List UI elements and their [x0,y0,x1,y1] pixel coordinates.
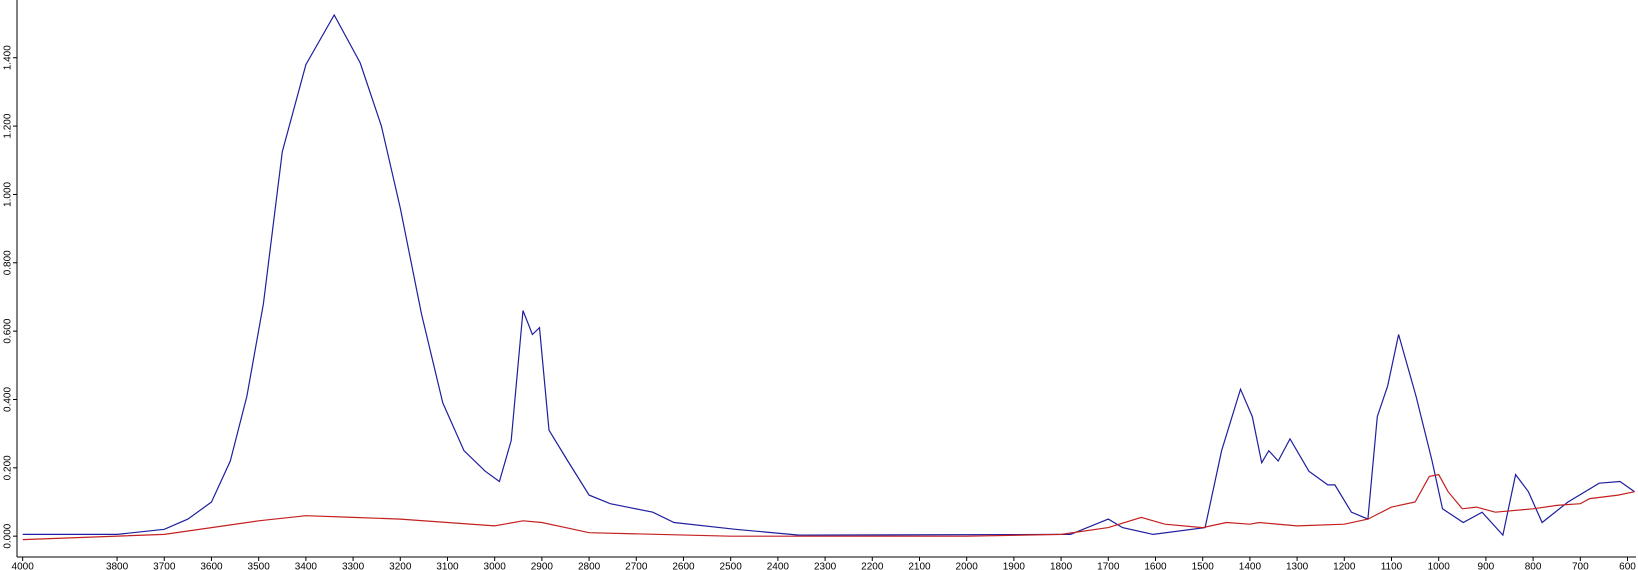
x-tick-label: 2800 [578,562,601,570]
y-tick-label: 1.400 [3,45,14,70]
x-tick-label: 1900 [1003,562,1026,570]
x-tick-label: 1000 [1428,562,1451,570]
x-tick-label: 3100 [436,562,459,570]
x-tick-label: 600 [1619,562,1636,570]
x-tick-label: 700 [1572,562,1589,570]
x-tick-label: 3700 [153,562,176,570]
x-tick-label: 3600 [200,562,223,570]
x-tick-label: 800 [1525,562,1542,570]
spectrum-line [22,13,1635,537]
x-tick-label: 3500 [248,562,271,570]
y-tick-label: 0.600 [3,318,14,343]
x-tick-label: 3200 [389,562,412,570]
y-tick-label: 0.400 [3,387,14,412]
y-tick-label: 0.000 [3,523,14,548]
x-tick-label: 1600 [1144,562,1167,570]
x-tick-label: 4000 [12,562,35,570]
x-tick-label: 3300 [342,562,365,570]
x-tick-label: 1800 [1050,562,1073,570]
x-tick-label: 2300 [814,562,837,570]
x-tick-label: 1500 [1192,562,1215,570]
x-tick-label: 1400 [1239,562,1262,570]
x-tick-label: 1700 [1097,562,1120,570]
y-tick-label: 1.200 [3,113,14,138]
x-tick-label: 2700 [625,562,648,570]
x-tick-label: 1300 [1286,562,1309,570]
spectrum-line [22,473,1635,541]
x-tick-label: 3400 [295,562,318,570]
y-tick-label: 0.200 [3,455,14,480]
x-tick-label: 900 [1478,562,1495,570]
x-tick-label: 2100 [908,562,931,570]
x-tick-label: 2200 [861,562,884,570]
y-tick-label: 0.800 [3,250,14,275]
x-tick-label: 1200 [1333,562,1356,570]
x-tick-label: 2000 [956,562,979,570]
x-tick-label: 2900 [531,562,554,570]
x-tick-label: 3800 [106,562,129,570]
x-tick-label: 2600 [672,562,695,570]
x-tick-label: 2400 [767,562,790,570]
x-tick-label: 2500 [720,562,743,570]
x-tick-label: 1100 [1381,562,1403,570]
x-tick-label: 3000 [484,562,507,570]
y-tick-label: 1.000 [3,181,14,206]
